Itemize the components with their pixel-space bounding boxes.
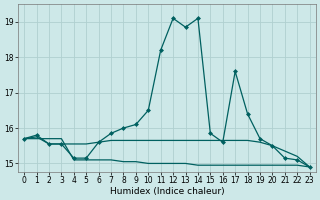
X-axis label: Humidex (Indice chaleur): Humidex (Indice chaleur) bbox=[109, 187, 224, 196]
